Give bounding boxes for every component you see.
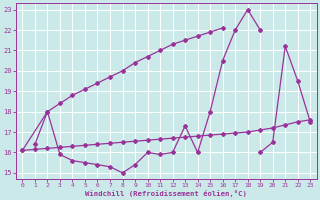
X-axis label: Windchill (Refroidissement éolien,°C): Windchill (Refroidissement éolien,°C) (85, 190, 247, 197)
